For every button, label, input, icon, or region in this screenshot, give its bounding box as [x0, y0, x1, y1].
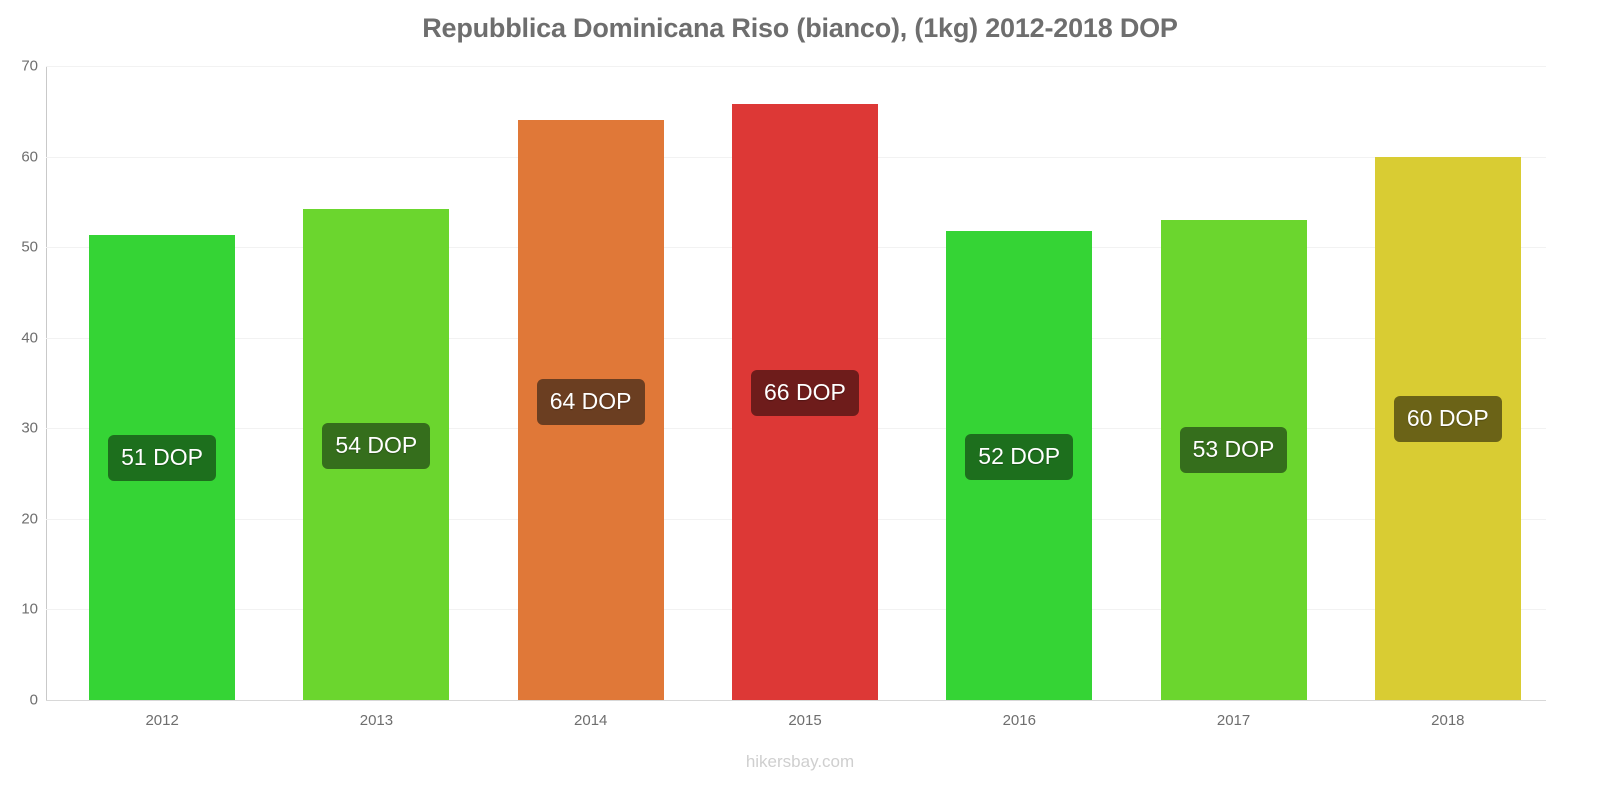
- chart-title: Repubblica Dominicana Riso (bianco), (1k…: [422, 13, 1178, 43]
- y-tick-label: 0: [29, 691, 38, 709]
- value-label-2014: 64 DOP: [536, 379, 645, 425]
- footer-credit: hikersbay.com: [745, 752, 855, 771]
- y-tick-label: 70: [21, 57, 38, 75]
- value-label-2016: 52 DOP: [965, 434, 1074, 480]
- value-label-2018: 60 DOP: [1393, 396, 1502, 442]
- y-tick-label: 50: [21, 238, 38, 256]
- gridline: [46, 700, 1546, 701]
- y-tick-label: 20: [21, 510, 38, 528]
- y-tick-label: 10: [21, 600, 38, 618]
- x-tick-label-2016: 2016: [1002, 712, 1036, 729]
- value-label-2013: 54 DOP: [322, 423, 431, 469]
- y-axis-ticks: 0 10 20 30 40 50 60 70: [0, 58, 38, 709]
- x-tick-label-2018: 2018: [1431, 712, 1465, 729]
- y-tick-label: 40: [21, 329, 38, 347]
- x-tick-label-2013: 2013: [359, 712, 394, 729]
- gridline: [46, 66, 1546, 67]
- value-label-2015: 66 DOP: [751, 370, 859, 416]
- x-tick-label-2017: 2017: [1216, 712, 1251, 729]
- y-tick-label: 30: [21, 419, 38, 437]
- x-tick-label-2012: 2012: [145, 712, 179, 729]
- x-tick-label-2014: 2014: [574, 712, 608, 729]
- y-tick-label: 60: [21, 148, 38, 166]
- value-label-2012: 51 DOP: [108, 435, 216, 481]
- x-tick-label-2015: 2015: [788, 712, 822, 729]
- plot-area: 51 DOP 54 DOP 64 DOP 66 DOP 52 DOP 53 DOP 60 D…: [46, 66, 1546, 701]
- value-label-2017: 53 DOP: [1179, 427, 1288, 473]
- y-axis-line: [46, 66, 47, 701]
